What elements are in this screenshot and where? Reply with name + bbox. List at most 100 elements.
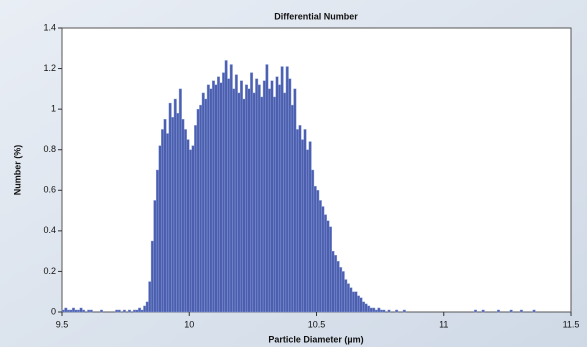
bar	[367, 305, 371, 313]
bar	[265, 64, 269, 313]
bar	[224, 60, 228, 313]
bar	[313, 186, 317, 313]
bar	[66, 309, 70, 313]
bar	[306, 149, 310, 313]
bar	[176, 112, 180, 313]
bar	[374, 309, 378, 313]
y-axis-label: Number (%)	[12, 145, 22, 196]
bar	[285, 66, 289, 313]
x-tick-label: 11.5	[563, 319, 580, 329]
bar	[138, 307, 142, 313]
bar	[64, 307, 68, 313]
bar	[201, 92, 205, 313]
bar	[127, 309, 131, 313]
y-tick-label: 0.8	[43, 144, 56, 154]
bar	[339, 267, 343, 313]
y-tick-label: 0.4	[43, 225, 56, 235]
bar	[349, 287, 353, 313]
bar	[148, 281, 152, 313]
y-tick-label: 1.4	[43, 22, 56, 32]
y-tick-label: 0.6	[43, 185, 56, 195]
bar	[194, 125, 198, 313]
bar	[346, 283, 350, 313]
bar	[145, 301, 149, 313]
bar	[301, 139, 304, 313]
bar	[257, 84, 261, 313]
y-tick-label: 1.2	[43, 63, 56, 73]
bar	[206, 84, 210, 313]
bar	[395, 309, 399, 313]
bar	[303, 129, 307, 313]
bar	[214, 84, 218, 313]
bar	[71, 307, 75, 313]
bar	[133, 309, 137, 313]
bar	[61, 309, 65, 313]
bar	[288, 78, 292, 313]
bar	[344, 279, 348, 313]
bar	[191, 145, 195, 313]
bar	[239, 80, 243, 313]
bar	[199, 104, 203, 313]
bar	[334, 254, 338, 313]
bar	[372, 307, 376, 313]
bar	[311, 169, 315, 313]
bar	[163, 119, 167, 313]
x-tick-label: 9.5	[56, 319, 69, 329]
bar	[387, 309, 391, 313]
bar	[275, 76, 279, 313]
x-tick-label: 10	[184, 319, 194, 329]
bar	[329, 226, 332, 313]
bar	[209, 88, 213, 313]
bar	[161, 129, 165, 313]
bar	[519, 309, 523, 313]
bar	[69, 309, 73, 313]
bar	[362, 301, 366, 313]
bar	[316, 190, 320, 313]
bar	[196, 108, 200, 313]
bar	[99, 309, 103, 313]
bar	[219, 82, 223, 313]
bar	[229, 64, 233, 313]
bar	[245, 84, 248, 313]
bar	[267, 88, 271, 313]
bar	[280, 66, 284, 313]
bar	[211, 80, 215, 313]
bar	[189, 149, 192, 313]
bar	[379, 309, 383, 313]
bar	[321, 206, 325, 313]
bar	[115, 309, 119, 313]
bar	[237, 92, 241, 313]
bar	[260, 96, 264, 313]
bar	[74, 309, 78, 313]
bar	[364, 303, 368, 313]
bar	[135, 309, 139, 313]
bar	[153, 200, 157, 313]
bar	[155, 169, 159, 313]
x-axis-label: Particle Diameter (µm)	[268, 334, 363, 344]
bar	[82, 309, 86, 313]
bar	[308, 141, 312, 313]
bar	[273, 96, 276, 313]
bar	[326, 220, 330, 313]
bar	[183, 129, 187, 313]
bar	[351, 291, 355, 313]
bar	[293, 88, 297, 313]
bar	[262, 80, 266, 313]
bar	[532, 309, 536, 313]
bar	[79, 307, 83, 313]
bar	[247, 88, 251, 313]
bar	[232, 88, 236, 313]
bar	[341, 271, 345, 313]
bar	[173, 98, 177, 313]
bar	[140, 309, 144, 313]
bar	[331, 250, 335, 313]
bar	[509, 309, 513, 313]
bar	[186, 139, 190, 313]
bar	[222, 72, 226, 313]
bar	[181, 119, 185, 313]
bar	[382, 309, 386, 313]
bar	[359, 297, 363, 313]
bar	[143, 305, 147, 313]
bar	[250, 72, 254, 313]
